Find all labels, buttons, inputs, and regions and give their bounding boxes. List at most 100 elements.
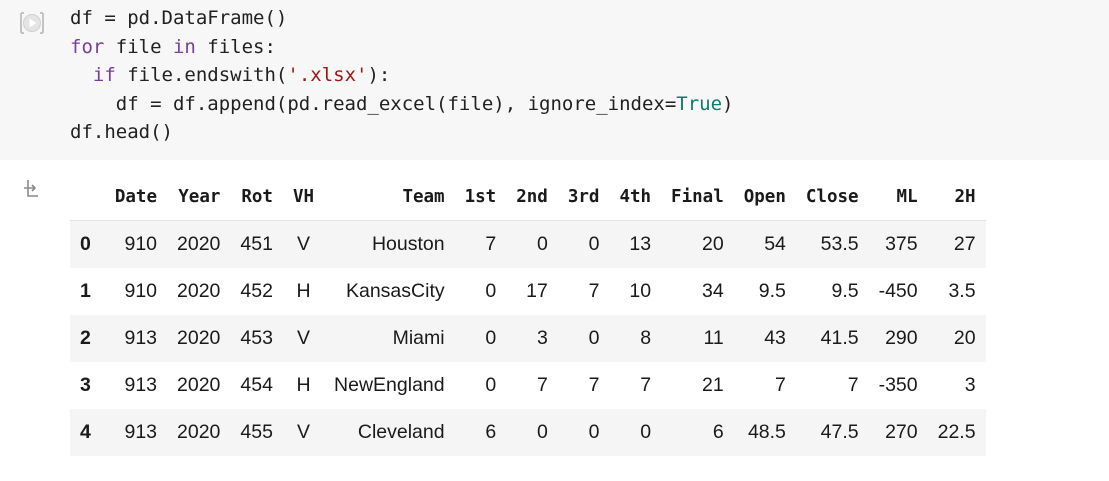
table-cell: 9.5	[758, 280, 786, 302]
table-cell: 34	[702, 280, 724, 302]
table-cell: V	[296, 421, 310, 443]
table-cell: 9.5	[831, 280, 859, 302]
play-icon	[20, 12, 44, 34]
code-line: df.head()	[70, 118, 734, 147]
table-row: 1 910 2020 452 H KansasCity 0 17 7 10 34 9.5 9.5 -450…	[70, 268, 986, 315]
table-cell: 21	[702, 374, 724, 396]
code-line: if file.endswith('.xlsx'):	[70, 61, 734, 90]
code-token: files:	[195, 35, 276, 58]
column-header: Rot	[230, 173, 283, 221]
table-cell: 2020	[177, 421, 221, 443]
column-header: Date	[104, 173, 168, 221]
table-body: 0 910 2020 451 V Houston 7 0 0 13 20 54 53.5 375 27 1 91…	[70, 220, 986, 456]
code-token: df = df.append(pd.read_excel(file), igno…	[115, 92, 677, 115]
code-token: file.endswith(	[115, 64, 288, 86]
table-cell: 0	[536, 233, 548, 255]
table-cell: 7	[536, 374, 548, 396]
code-token: for	[70, 35, 105, 58]
table-cell: 54	[764, 233, 786, 255]
table-cell: 0	[536, 421, 548, 443]
column-header: VH	[282, 173, 325, 221]
table-cell: NewEngland	[334, 374, 445, 396]
table-cell: 48.5	[747, 421, 786, 443]
table-cell: 41.5	[820, 327, 859, 349]
column-header: 2H	[927, 173, 986, 221]
table-cell: -450	[878, 280, 918, 302]
table-cell: KansasCity	[345, 280, 445, 302]
code-editor[interactable]: df = pd.DataFrame() for file in files: if…	[70, 4, 734, 147]
table-cell: 2020	[177, 374, 221, 396]
table-cell: 10	[629, 280, 652, 302]
table-cell: 20	[953, 327, 976, 349]
table-cell: Cleveland	[357, 421, 445, 443]
table-cell: 0	[588, 233, 600, 255]
table-cell: 3	[964, 374, 976, 396]
table-cell: H	[296, 280, 311, 302]
code-token: )	[722, 92, 734, 115]
table-cell: 7	[775, 374, 786, 396]
table-cell: H	[296, 374, 311, 396]
table-cell: 47.5	[820, 421, 859, 443]
table-cell: 8	[640, 327, 652, 349]
column-header: ML	[868, 173, 928, 221]
table-cell: V	[296, 233, 310, 255]
table-cell: V	[296, 327, 310, 349]
code-token: ):	[367, 64, 391, 86]
table-cell: 910	[124, 233, 158, 255]
column-header: Team	[324, 173, 455, 221]
table-cell: 0	[640, 421, 652, 443]
table-cell: 375	[885, 233, 918, 255]
table-cell: 13	[629, 233, 652, 255]
code-cell[interactable]: df = pd.DataFrame() for file in files: if…	[0, 0, 1109, 160]
table-cell: Houston	[371, 233, 445, 255]
table-cell: 2020	[177, 233, 221, 255]
table-cell: 53.5	[820, 233, 859, 255]
row-index: 4	[80, 421, 91, 443]
code-token: df = pd.DataFrame()	[70, 7, 288, 29]
code-token: '.xlsx'	[287, 64, 368, 86]
table-cell: 0	[588, 421, 600, 443]
table-cell: 452	[240, 280, 273, 302]
table-cell: 22.5	[937, 421, 976, 443]
table-cell: 451	[240, 233, 273, 255]
column-header: Final	[661, 173, 734, 221]
table-cell: 910	[124, 280, 158, 302]
output-area: Date Year Rot VH Team 1st 2nd 3rd 4th Final Open Cl…	[70, 173, 986, 456]
row-index: 2	[80, 327, 91, 349]
code-token: True	[676, 92, 723, 115]
table-cell: 11	[703, 327, 724, 349]
table-cell: 455	[240, 421, 273, 443]
table-cell: 0	[485, 280, 497, 302]
code-line: for file in files:	[70, 33, 734, 62]
table-cell: 7	[588, 374, 600, 396]
table-cell: Miami	[392, 327, 445, 349]
table-cell: 7	[640, 374, 652, 396]
table-cell: 454	[240, 374, 273, 396]
row-index: 0	[80, 233, 91, 255]
code-token: df.head()	[70, 121, 173, 143]
table-row: 0 910 2020 451 V Houston 7 0 0 13 20 54 53.5 375 27	[70, 220, 986, 268]
table-cell: 2020	[177, 280, 221, 302]
table-row: 4 913 2020 455 V Cleveland 6 0 0 0 6 48.5 47.5 270 22.…	[70, 409, 986, 456]
code-token: if	[92, 64, 116, 86]
table-cell: 290	[885, 327, 918, 349]
column-header: Close	[795, 173, 869, 221]
row-index: 3	[80, 374, 91, 396]
run-cell-button[interactable]	[18, 9, 46, 37]
column-header: Year	[167, 173, 231, 221]
table-cell: -350	[878, 374, 918, 396]
code-token: in	[172, 35, 196, 58]
column-header: 2nd	[506, 173, 558, 221]
column-header: 1st	[454, 173, 507, 221]
table-cell: 0	[588, 327, 600, 349]
table-cell: 43	[764, 327, 786, 349]
table-cell: 17	[526, 280, 548, 302]
table-cell: 3.5	[948, 280, 976, 302]
table-cell: 913	[124, 374, 158, 396]
column-header: 4th	[609, 173, 662, 221]
table-cell: 270	[885, 421, 918, 443]
table-header-row: Date Year Rot VH Team 1st 2nd 3rd 4th Final Open Cl…	[70, 173, 986, 221]
table-cell: 27	[953, 233, 976, 255]
table-cell: 20	[702, 233, 724, 255]
dataframe-table: Date Year Rot VH Team 1st 2nd 3rd 4th Final Open Cl…	[70, 173, 986, 456]
